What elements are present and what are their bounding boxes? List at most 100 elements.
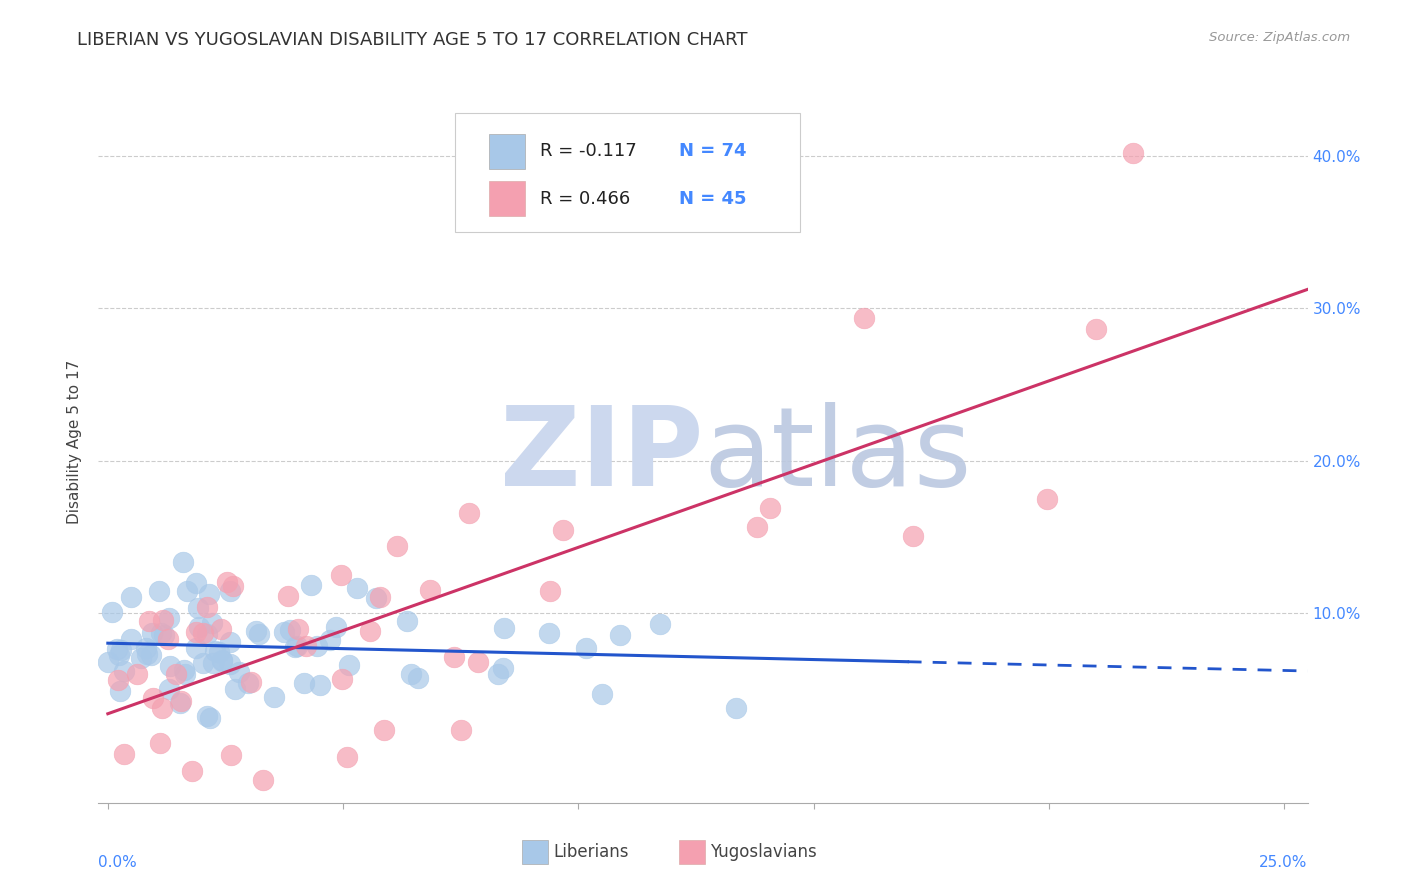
Point [285, 639, 308, 653]
Point [97, 656, 120, 670]
Point [173, 666, 195, 681]
Bar [522, 840, 548, 864]
Point [224, 682, 246, 697]
Point [725, 700, 748, 714]
Text: N = 74: N = 74 [679, 143, 747, 161]
Point [172, 555, 194, 569]
Point [337, 658, 360, 673]
Point [110, 643, 132, 657]
Point [211, 653, 233, 667]
Point [221, 579, 243, 593]
Point [295, 639, 318, 653]
Point [219, 747, 242, 762]
Point [105, 642, 128, 657]
Point [120, 632, 142, 646]
Point [139, 648, 162, 662]
Point [492, 621, 515, 635]
Point [141, 626, 163, 640]
Point [217, 574, 239, 589]
Point [419, 582, 441, 597]
Point [156, 632, 179, 646]
Point [553, 523, 575, 537]
Point [336, 750, 359, 764]
Point [648, 616, 671, 631]
Text: Source: ZipAtlas.com: Source: ZipAtlas.com [1209, 31, 1350, 45]
Point [308, 678, 330, 692]
Point [1122, 146, 1144, 161]
Point [591, 687, 613, 701]
Point [184, 640, 207, 655]
Point [299, 578, 322, 592]
Point [329, 567, 352, 582]
Point [228, 665, 250, 679]
Point [307, 639, 329, 653]
Point [247, 627, 270, 641]
Point [138, 614, 160, 628]
Text: Liberians: Liberians [553, 843, 628, 861]
Point [330, 673, 353, 687]
Point [408, 671, 430, 685]
Point [112, 664, 135, 678]
Point [486, 666, 509, 681]
Point [287, 622, 309, 636]
Text: ZIP: ZIP [499, 402, 703, 509]
Point [150, 626, 173, 640]
Point [195, 709, 218, 723]
Point [574, 640, 596, 655]
Point [165, 666, 187, 681]
Point [209, 622, 232, 636]
Point [188, 620, 211, 634]
Point [443, 649, 465, 664]
Point [252, 772, 274, 787]
Point [149, 736, 172, 750]
Point [467, 655, 489, 669]
Bar [489, 134, 526, 169]
Text: R = 0.466: R = 0.466 [540, 190, 630, 208]
Point [373, 723, 395, 737]
Bar [489, 181, 526, 216]
Point [152, 628, 174, 642]
Point [200, 711, 222, 725]
Point [747, 519, 769, 533]
Point [142, 691, 165, 706]
Point [208, 645, 231, 659]
Point [1036, 491, 1059, 506]
Point [187, 601, 209, 615]
Point [159, 658, 181, 673]
Point [184, 625, 207, 640]
Point [211, 653, 233, 667]
Point [273, 625, 295, 640]
Point [219, 657, 242, 672]
Point [125, 666, 148, 681]
Point [609, 628, 631, 642]
Point [157, 611, 180, 625]
Point [236, 675, 259, 690]
Point [150, 701, 173, 715]
Point [364, 591, 387, 606]
Y-axis label: Disability Age 5 to 17: Disability Age 5 to 17 [67, 359, 83, 524]
Point [157, 681, 180, 696]
Point [399, 666, 422, 681]
Point [218, 635, 240, 649]
Point [176, 584, 198, 599]
Text: Yugoslavians: Yugoslavians [710, 843, 817, 861]
Point [195, 627, 218, 641]
Text: LIBERIAN VS YUGOSLAVIAN DISABILITY AGE 5 TO 17 CORRELATION CHART: LIBERIAN VS YUGOSLAVIAN DISABILITY AGE 5… [77, 31, 748, 49]
Point [218, 584, 240, 599]
Point [492, 661, 515, 675]
Point [245, 624, 267, 639]
Point [284, 640, 307, 654]
Point [457, 506, 479, 520]
Point [169, 696, 191, 710]
Point [901, 529, 924, 543]
Point [396, 614, 419, 628]
Point [263, 690, 285, 705]
Point [148, 583, 170, 598]
Text: 0.0%: 0.0% [98, 855, 138, 870]
Point [112, 747, 135, 761]
Point [170, 694, 193, 708]
Point [180, 764, 202, 778]
Text: 25.0%: 25.0% [1260, 855, 1308, 870]
Point [129, 651, 152, 665]
Point [853, 311, 876, 326]
